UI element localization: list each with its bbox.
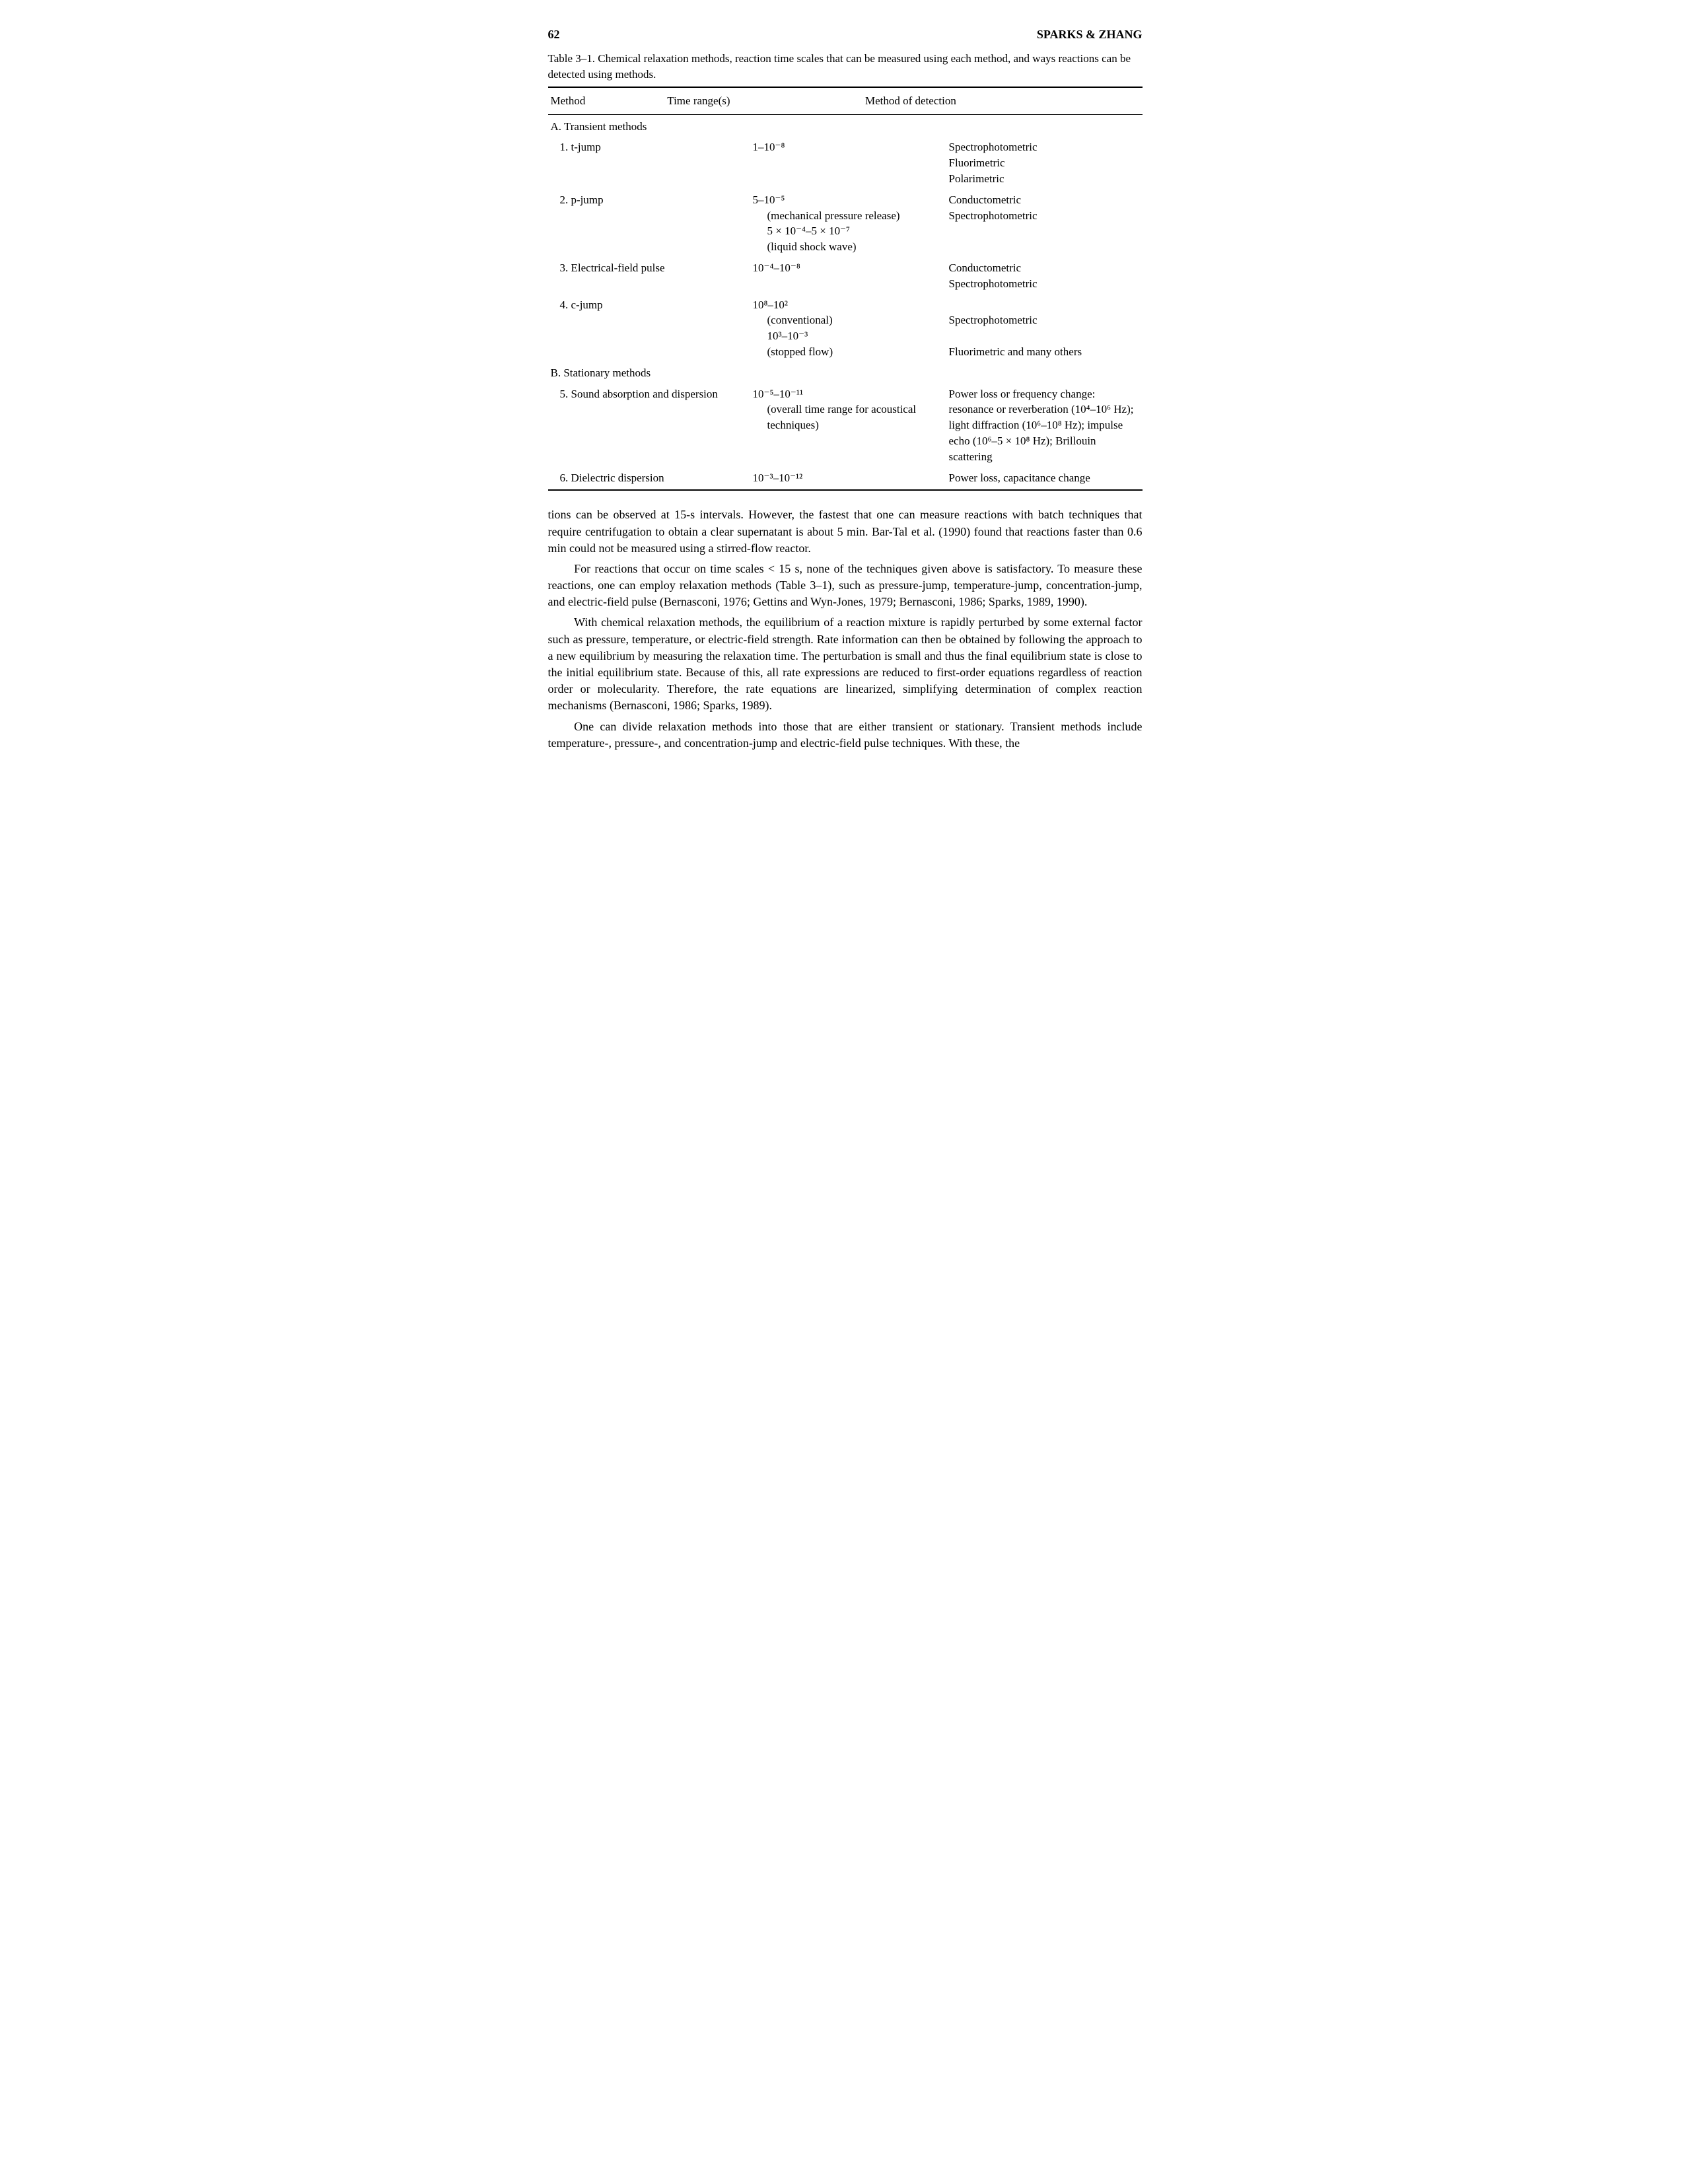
table-rule-mid [548,114,1143,115]
page-number: 62 [548,26,560,43]
table-row: 2. p-jump5–10⁻⁵(mechanical pressure rele… [548,190,1143,258]
cell-detection: Power loss, capacitance change [946,468,1143,489]
table-section-row: A. Transient methods [548,116,1143,137]
running-head: SPARKS & ZHANG [1037,26,1143,43]
cell-time: 10⁸–10²(conventional)10³–10⁻³(stopped fl… [750,295,946,363]
paragraph: For reactions that occur on time scales … [548,561,1143,611]
table-row: 3. Electrical-field pulse10⁻⁴–10⁻⁸Conduc… [548,258,1143,295]
cell-method: 5. Sound absorption and dispersion [548,384,750,468]
table-row: 6. Dielectric dispersion10⁻³–10⁻¹²Power … [548,468,1143,489]
table-caption: Table 3–1. Chemical relaxation methods, … [548,51,1143,83]
page-header: 62 SPARKS & ZHANG [548,26,1143,43]
section-label: B. Stationary methods [548,363,1143,384]
cell-time: 5–10⁻⁵(mechanical pressure release)5 × 1… [750,190,946,258]
cell-time: 1–10⁻⁸ [750,137,946,189]
cell-method: 6. Dielectric dispersion [548,468,750,489]
table-row: 4. c-jump10⁸–10²(conventional)10³–10⁻³(s… [548,295,1143,363]
col-detection: Method of detection [863,89,1143,113]
table-section-row: B. Stationary methods [548,363,1143,384]
col-time: Time range(s) [664,89,863,113]
body-text: tions can be observed at 15-s intervals.… [548,507,1143,752]
cell-detection: SpectrophotometricFluorimetricPolarimetr… [946,137,1143,189]
table-header-row: Method Time range(s) Method of detection [548,89,1143,113]
cell-method: 3. Electrical-field pulse [548,258,750,295]
col-method: Method [548,89,665,113]
section-label: A. Transient methods [548,116,1143,137]
cell-method: 2. p-jump [548,190,750,258]
cell-method: 4. c-jump [548,295,750,363]
table-row: 5. Sound absorption and dispersion10⁻⁵–1… [548,384,1143,468]
cell-detection: ConductometricSpectrophotometric [946,190,1143,258]
cell-detection: Power loss or frequency change: resonanc… [946,384,1143,468]
cell-time: 10⁻⁵–10⁻¹¹(overall time range for acoust… [750,384,946,468]
cell-time: 10⁻³–10⁻¹² [750,468,946,489]
cell-time: 10⁻⁴–10⁻⁸ [750,258,946,295]
cell-method: 1. t-jump [548,137,750,189]
cell-detection: ConductometricSpectrophotometric [946,258,1143,295]
table-row: 1. t-jump1–10⁻⁸SpectrophotometricFluorim… [548,137,1143,189]
cell-detection: SpectrophotometricFluorimetric and many … [946,295,1143,363]
relaxation-methods-table-body: A. Transient methods1. t-jump1–10⁻⁸Spect… [548,116,1143,489]
paragraph: With chemical relaxation methods, the eq… [548,614,1143,714]
table-rule-bottom [548,489,1143,491]
relaxation-methods-table: Method Time range(s) Method of detection [548,89,1143,113]
table-rule-top [548,87,1143,88]
paragraph: tions can be observed at 15-s intervals.… [548,507,1143,557]
paragraph: One can divide relaxation methods into t… [548,719,1143,752]
